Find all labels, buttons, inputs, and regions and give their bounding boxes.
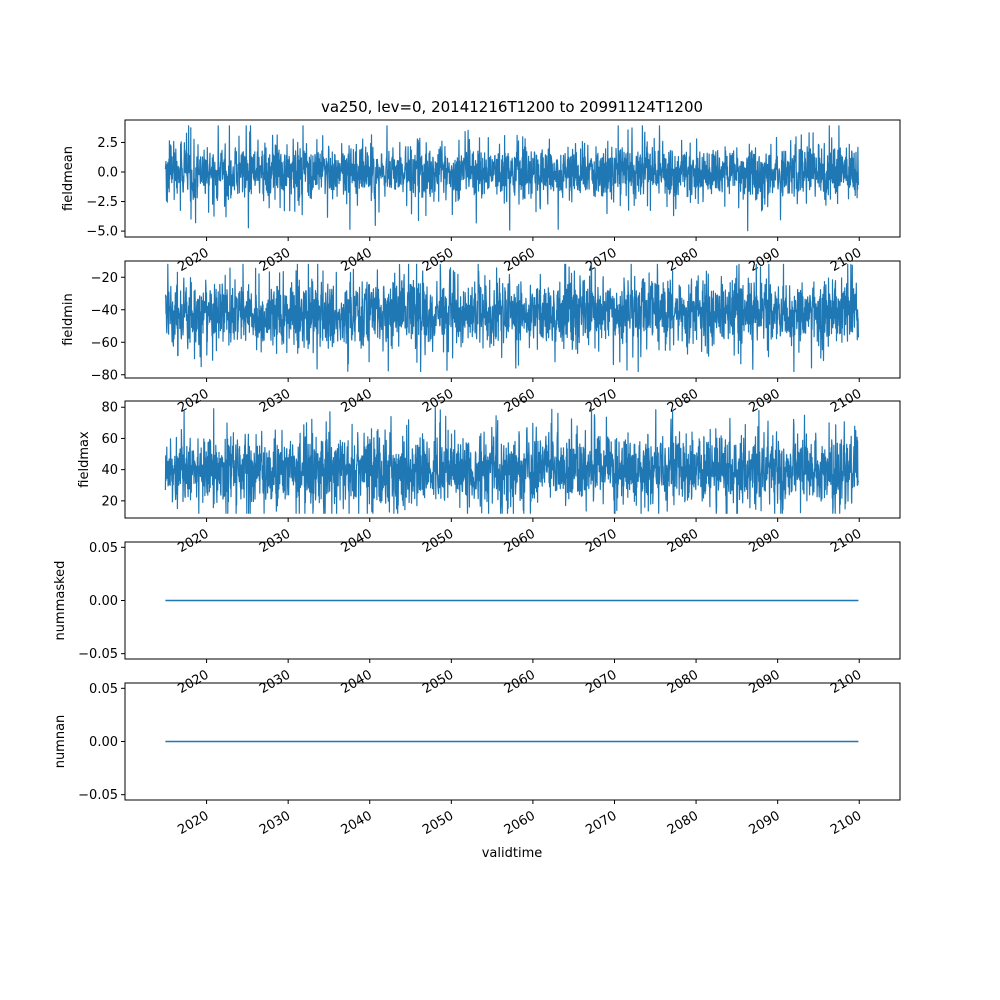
y-axis-label-fieldmax: fieldmax [77, 431, 92, 488]
y-tick-label: −80 [91, 368, 118, 383]
y-tick-label: −5.0 [86, 225, 118, 240]
y-tick-label: −0.05 [78, 788, 118, 803]
chart-title: va250, lev=0, 20141216T1200 to 20991124T… [321, 98, 703, 116]
y-tick-label: 0.0 [97, 166, 118, 181]
y-tick-label: −20 [91, 271, 118, 286]
axes-frame-fieldmean [124, 119, 901, 238]
series-line-fieldmean [164, 125, 859, 232]
y-tick-label: 80 [101, 401, 118, 416]
axes-frame-overlay [124, 541, 901, 660]
y-tick-label: −60 [91, 336, 118, 351]
y-axis-label-fieldmin: fieldmin [61, 293, 76, 346]
y-axis-label-fieldmean: fieldmean [61, 146, 76, 211]
y-tick-label: 0.05 [89, 541, 118, 556]
y-tick-label: 20 [101, 494, 118, 509]
y-tick-label: −40 [91, 303, 118, 318]
y-tick-label: −2.5 [86, 195, 118, 210]
axes-frame-overlay [124, 260, 901, 379]
y-tick-label: 40 [101, 463, 118, 478]
y-tick-label: 60 [101, 432, 118, 447]
y-tick-label: −0.05 [78, 647, 118, 662]
x-axis-label: validtime [482, 846, 543, 861]
y-tick-label: 2.5 [97, 136, 118, 151]
y-axis-label-numnan: numnan [53, 715, 68, 769]
y-tick-label: 0.05 [89, 682, 118, 697]
series-line-fieldmin [164, 263, 859, 373]
y-tick-label: 0.00 [89, 735, 118, 750]
y-axis-label-nummasked: nummasked [53, 561, 68, 641]
y-tick-label: 0.00 [89, 594, 118, 609]
axes-frame-overlay [124, 682, 901, 801]
series-line-fieldmax [164, 406, 859, 514]
axes-frame-overlay [124, 400, 901, 519]
